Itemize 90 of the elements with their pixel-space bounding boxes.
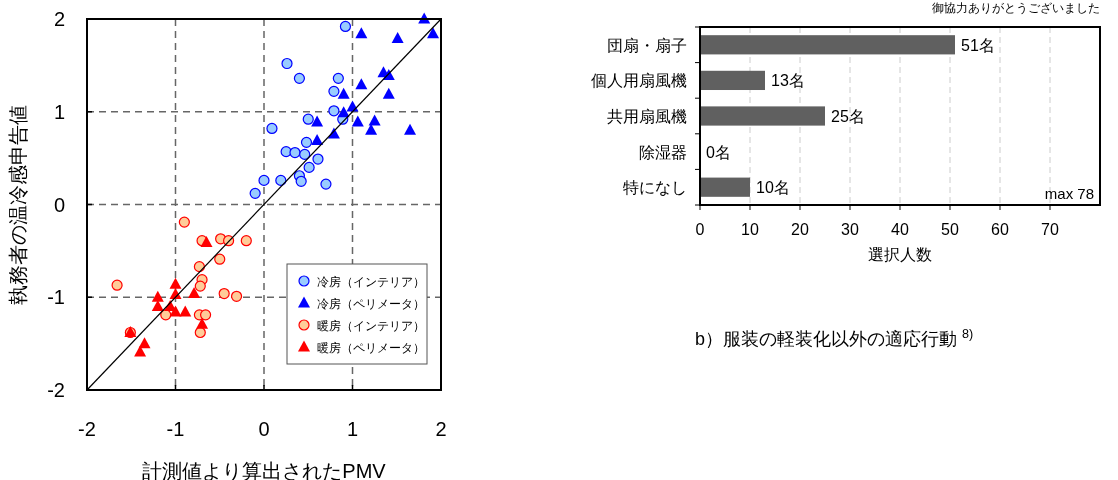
point (300, 136, 313, 148)
x-tick-label: 10 (741, 221, 759, 238)
point (194, 280, 206, 292)
point (302, 113, 314, 125)
y-tick-label: 特になし (623, 179, 687, 197)
point (134, 345, 147, 357)
point (404, 123, 417, 135)
point (303, 161, 315, 173)
point (151, 290, 164, 302)
point (311, 134, 324, 145)
point (188, 287, 201, 299)
point (295, 175, 307, 187)
point (200, 236, 213, 248)
point (169, 305, 182, 317)
point (196, 317, 209, 329)
point (240, 235, 252, 247)
x-tick-label: 20 (791, 221, 809, 238)
point (351, 115, 364, 127)
data-label: 25名 (831, 108, 865, 125)
y-tick-label: 1 (53, 100, 65, 123)
point (328, 85, 340, 97)
point (266, 122, 278, 135)
point (355, 78, 368, 90)
x-tick-label: 50 (941, 221, 959, 238)
point (368, 114, 381, 126)
x-axis-title: 選択人数 (868, 246, 932, 263)
y-tick-label: 共用扇風機 (607, 108, 687, 125)
point (337, 87, 350, 99)
point (169, 277, 182, 289)
x-tick-label: 2 (435, 418, 447, 440)
data-label: 10名 (756, 179, 790, 197)
point (391, 31, 404, 43)
y-tick-label: 団扇・扇子 (607, 36, 687, 54)
point (230, 290, 243, 302)
y-tick-label: -2 (47, 379, 65, 401)
y-tick-label: 除湿器 (639, 143, 687, 161)
x-tick-label: 0 (258, 418, 270, 440)
point (249, 187, 261, 199)
point (382, 87, 395, 99)
point (355, 27, 368, 39)
legend-label: 暖房（ペリメータ） (317, 341, 425, 355)
x-tick-label: -1 (166, 418, 185, 440)
point (111, 279, 123, 291)
point (218, 287, 230, 300)
point (280, 146, 292, 158)
point (311, 115, 324, 127)
point (320, 178, 332, 190)
y-axis-title: 執務者の温冷感申告値 (7, 104, 29, 305)
x-tick-label: 70 (1041, 221, 1059, 238)
legend-label: 暖房（インテリア） (317, 319, 425, 333)
point (312, 153, 324, 165)
point (289, 146, 301, 159)
bar (700, 70, 765, 91)
data-label: 51名 (961, 36, 995, 54)
point (427, 27, 440, 39)
y-tick-label: 個人用扇風機 (591, 72, 687, 90)
point (293, 72, 305, 84)
x-tick-label: 1 (346, 418, 359, 440)
bar (700, 106, 825, 126)
x-tick-label: 60 (991, 221, 1009, 238)
point (258, 174, 270, 186)
point (337, 106, 350, 118)
x-tick-label: 0 (695, 221, 705, 238)
point (281, 57, 293, 70)
text: 御協力ありがとうございました (932, 1, 1100, 15)
y-tick-label: 0 (53, 193, 65, 216)
y-tick-label: -1 (47, 286, 65, 309)
point (178, 216, 190, 228)
bar (700, 35, 955, 55)
x-tick-label: 40 (891, 221, 909, 238)
point (339, 20, 352, 33)
point (328, 105, 340, 117)
point (275, 174, 287, 186)
bar (700, 177, 750, 197)
point (151, 300, 164, 312)
x-tick-label: 30 (841, 221, 859, 238)
annotation: max 78 (1044, 185, 1094, 202)
legend-label: 冷房（ペリメータ） (317, 297, 425, 311)
point (299, 148, 311, 161)
x-tick-label: -2 (78, 418, 96, 440)
point (199, 309, 212, 321)
point (138, 337, 151, 349)
legend-label: 冷房（インテリア） (317, 275, 425, 289)
data-label: 13名 (771, 72, 805, 90)
text: b）服装の軽装化以外の適応行動 $^{8)}$ (695, 327, 974, 349)
point (332, 72, 344, 84)
point (214, 253, 226, 265)
data-label: 0名 (706, 143, 731, 161)
point (179, 305, 192, 317)
y-tick-label: 2 (53, 8, 65, 30)
